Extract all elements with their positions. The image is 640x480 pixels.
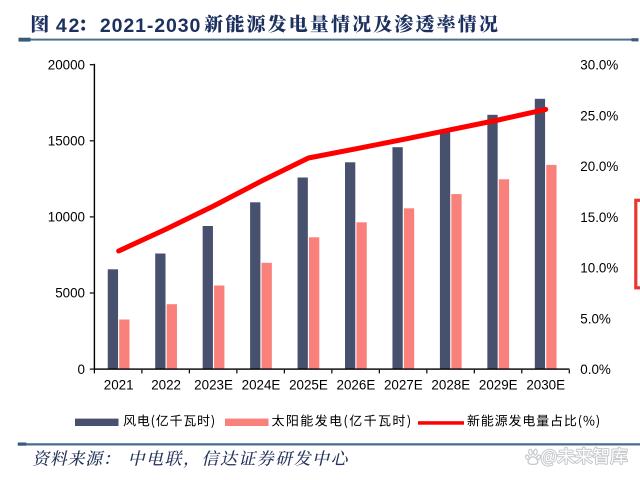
svg-text:2028E: 2028E — [431, 377, 470, 392]
svg-text:25.0%: 25.0% — [580, 108, 618, 123]
svg-text:2024E: 2024E — [242, 377, 281, 392]
svg-text:5.0%: 5.0% — [580, 311, 611, 326]
svg-text:30.0%: 30.0% — [580, 58, 618, 73]
svg-text:20.0%: 20.0% — [580, 159, 618, 174]
svg-text:0: 0 — [78, 362, 85, 377]
svg-text:2026E: 2026E — [337, 377, 376, 392]
svg-text:10.0%: 10.0% — [580, 261, 618, 276]
svg-text:2022: 2022 — [151, 377, 181, 392]
svg-text:2029E: 2029E — [479, 377, 518, 392]
svg-text:2021-2030: 2021-2030 — [100, 15, 201, 37]
svg-text:15.0%: 15.0% — [580, 210, 618, 225]
svg-text:2021: 2021 — [104, 377, 134, 392]
svg-text:2027E: 2027E — [384, 377, 423, 392]
svg-text:0.0%: 0.0% — [580, 362, 611, 377]
svg-text:20000: 20000 — [48, 57, 85, 72]
svg-text:2025E: 2025E — [289, 377, 328, 392]
svg-text:42: 42 — [56, 15, 81, 37]
svg-text:15000: 15000 — [48, 134, 85, 149]
svg-text:10000: 10000 — [48, 210, 85, 225]
svg-text:5000: 5000 — [55, 286, 85, 301]
svg-text:2023E: 2023E — [194, 377, 233, 392]
svg-text:2030E: 2030E — [526, 377, 565, 392]
